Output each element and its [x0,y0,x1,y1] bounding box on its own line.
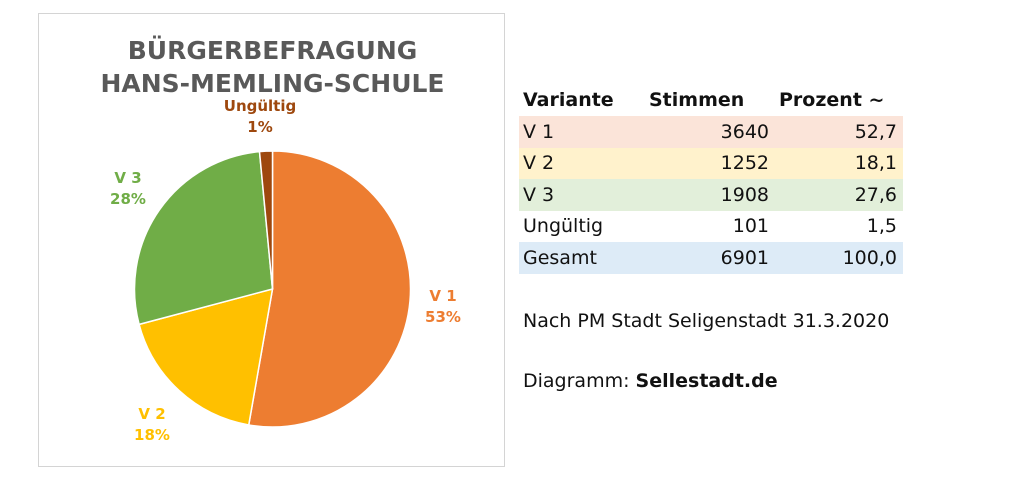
slice-label-name-ungültig: Ungültig [224,97,296,115]
source-note: Nach PM Stadt Seligenstadt 31.3.2020 [523,310,890,332]
chart-title-line-1: BÜRGERBEFRAGUNG [127,36,418,65]
slice-label-percent-v-1: 53% [425,308,461,326]
cell-variante: V 3 [523,183,555,206]
cell-stimmen: 3640 [720,120,769,143]
chart-title: BÜRGERBEFRAGUNG HANS-MEMLING-SCHULE [39,34,506,100]
slice-label-percent-v-2: 18% [134,426,170,444]
pie-slice-v-2 [138,287,274,426]
header-prozent: Prozent ~ [779,89,885,111]
table-header-row: Variante Stimmen Prozent ~ [519,84,903,116]
pie-slice-v-3 [133,150,274,326]
slice-label-percent-ungültig: 1% [247,118,272,136]
table-row: V 1 3640 52,7 [519,116,903,148]
table-row: Gesamt 6901 100,0 [519,242,903,274]
diagram-credit: Diagramm: Sellestadt.de [523,370,778,392]
cell-stimmen: 1908 [720,183,769,206]
cell-stimmen: 101 [732,215,769,238]
slice-label-percent-v-3: 28% [110,190,146,208]
cell-variante: Gesamt [523,246,597,269]
table-row: V 2 1252 18,1 [519,147,903,179]
pie-slice-v-1 [247,150,412,428]
credit-site: Sellestadt.de [635,370,778,392]
credit-prefix: Diagramm: [523,370,636,392]
slice-label-name-v-3: V 3 [114,169,141,187]
table-row: Ungültig 101 1,5 [519,210,903,242]
cell-prozent: 100,0 [842,246,897,269]
cell-prozent: 18,1 [854,152,897,175]
slice-label-name-v-1: V 1 [429,287,456,305]
table-row: V 3 1908 27,6 [519,179,903,211]
chart-panel: BÜRGERBEFRAGUNG HANS-MEMLING-SCHULE V 1 5… [38,13,505,467]
header-variante: Variante [523,89,614,111]
cell-prozent: 1,5 [866,215,897,238]
results-table: Variante Stimmen Prozent ~ V 1 3640 52,7… [519,84,903,274]
header-stimmen: Stimmen [649,89,745,111]
cell-prozent: 27,6 [854,183,897,206]
cell-stimmen: 6901 [720,246,769,269]
cell-prozent: 52,7 [854,120,897,143]
cell-variante: V 2 [523,152,555,175]
cell-variante: Ungültig [523,215,604,238]
cell-stimmen: 1252 [720,152,769,175]
pie-slice-ungültig [258,150,274,290]
pie-chart: V 1 53% V 2 18% V 3 28% Ungültig 1% [110,97,461,444]
cell-variante: V 1 [523,120,555,143]
chart-title-line-2: HANS-MEMLING-SCHULE [100,69,445,98]
slice-label-name-v-2: V 2 [138,405,165,423]
